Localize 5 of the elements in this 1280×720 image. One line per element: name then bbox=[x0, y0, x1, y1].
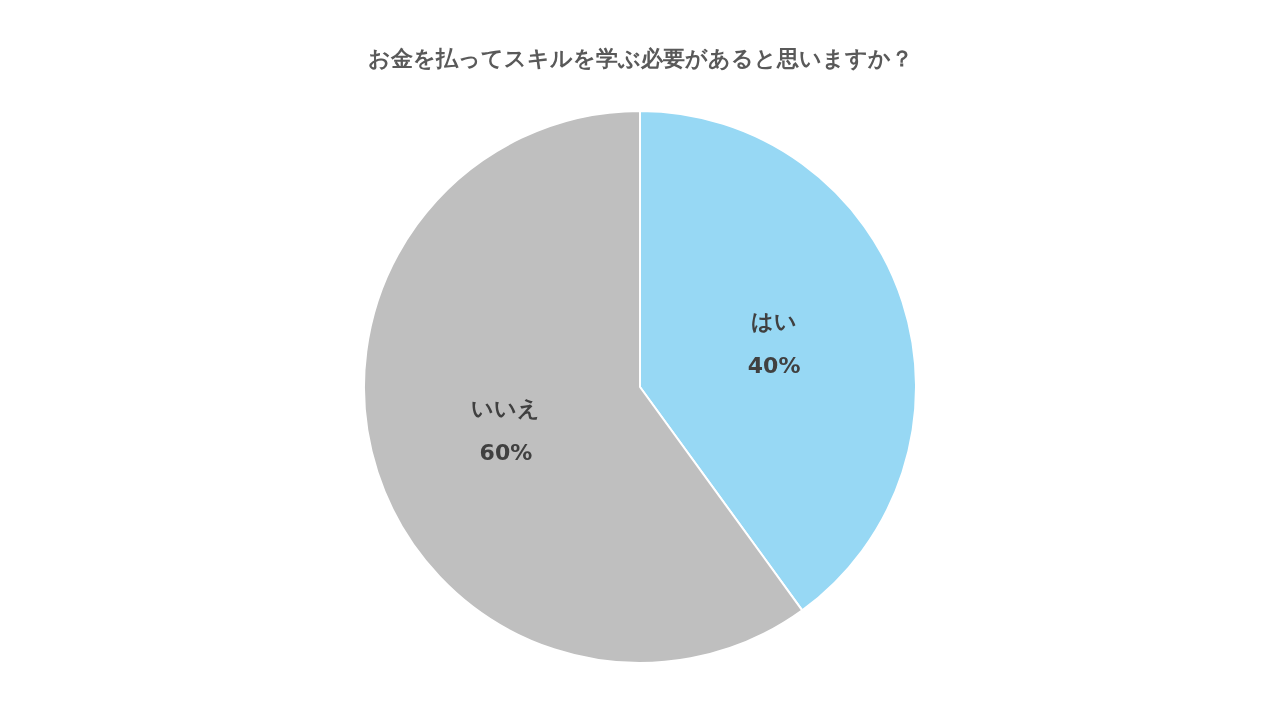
slice-label: はい bbox=[751, 308, 798, 334]
slice-label: いいえ bbox=[471, 396, 541, 422]
data-label: 40% bbox=[747, 352, 801, 378]
chart-title: お金を払ってスキルを学ぶ必要があると思いますか？ bbox=[367, 45, 913, 71]
data-label: 60% bbox=[479, 440, 533, 466]
